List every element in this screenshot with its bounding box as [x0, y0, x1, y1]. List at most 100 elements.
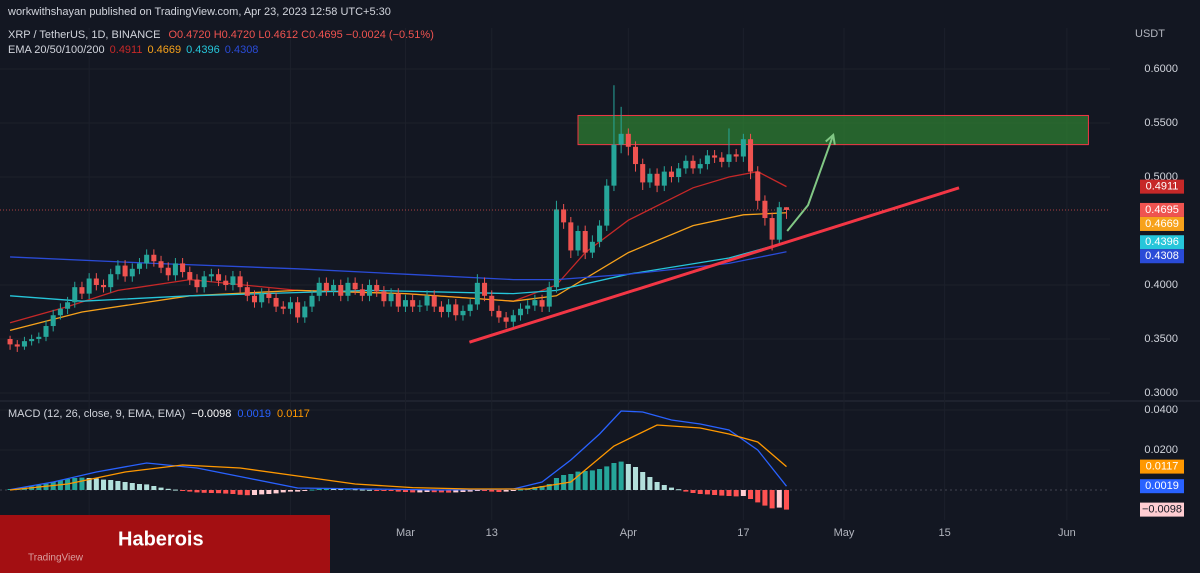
- candle-body: [14, 344, 20, 347]
- candle-body: [539, 300, 545, 307]
- macd-histogram-bar: [352, 489, 358, 491]
- candle-body: [359, 289, 365, 296]
- macd-histogram-bar: [345, 488, 351, 490]
- candle-body: [79, 287, 85, 294]
- candle-body: [726, 154, 732, 162]
- symbol: XRP / TetherUS, 1D, BINANCE: [8, 29, 160, 41]
- candle-body: [532, 300, 538, 306]
- macd-histogram-bar: [697, 490, 703, 494]
- price-label: 0.4308: [1145, 250, 1179, 262]
- x-tick-label: May: [834, 527, 855, 539]
- macd-histogram-bar: [79, 477, 85, 490]
- candle-body: [604, 185, 610, 226]
- macd-histogram-bar: [187, 490, 193, 492]
- candle-body: [172, 263, 178, 276]
- macd-histogram-bar: [647, 477, 653, 490]
- ema-value: 0.4308: [225, 44, 259, 56]
- y-tick-label: 0.5500: [1144, 117, 1178, 129]
- candle-body: [769, 218, 775, 240]
- candle-body: [72, 287, 78, 303]
- logo: TradingView: [28, 553, 84, 564]
- macd-title: MACD (12, 26, close, 9, EMA, EMA): [8, 408, 185, 420]
- candle-body: [86, 278, 92, 294]
- macd-line: [9, 424, 787, 491]
- macd-histogram-bar: [690, 490, 696, 493]
- candle-body: [431, 295, 437, 307]
- macd-histogram-bar: [604, 466, 610, 490]
- macd-histogram-bar: [719, 490, 725, 496]
- macd-histogram-bar: [625, 464, 631, 490]
- macd-histogram-bar: [769, 490, 775, 509]
- macd-histogram-bar: [374, 490, 380, 491]
- candle-body: [381, 291, 387, 302]
- candle-body: [446, 304, 452, 312]
- y-tick-label: 0.0200: [1144, 444, 1178, 456]
- candle-body: [568, 222, 574, 251]
- macd-histogram-bar: [676, 489, 682, 491]
- macd-histogram-bar: [266, 490, 272, 494]
- macd-histogram-bar: [654, 482, 660, 490]
- candle-body: [575, 231, 581, 251]
- macd-histogram-bar: [618, 461, 624, 490]
- candle-body: [50, 315, 56, 327]
- candle-body: [582, 231, 588, 253]
- candle-body: [194, 279, 200, 288]
- candle-body: [597, 225, 603, 242]
- price-label: 0.4669: [1145, 218, 1179, 230]
- candle-body: [165, 267, 171, 276]
- macd-histogram-bar: [172, 489, 178, 491]
- macd-histogram-bar: [331, 488, 337, 490]
- macd-histogram-bar: [295, 490, 301, 492]
- macd-histogram-bar: [316, 488, 322, 490]
- macd-histogram-bar: [151, 486, 157, 490]
- macd-histogram-bar: [323, 488, 329, 490]
- price-label-box: [1140, 459, 1184, 474]
- x-tick-label: 13: [486, 527, 498, 539]
- candle-body: [65, 302, 71, 309]
- candle-body: [719, 157, 725, 162]
- candle-body: [496, 310, 502, 318]
- x-tick-label: 17: [737, 527, 749, 539]
- candle-body: [783, 207, 790, 210]
- candle-body: [158, 261, 164, 268]
- candle-body: [503, 317, 509, 322]
- candle-body: [266, 293, 272, 298]
- macd-histogram-bar: [561, 475, 567, 490]
- candle-body: [122, 265, 128, 277]
- macd-histogram-bar: [402, 490, 408, 492]
- x-tick-label: Mar: [396, 527, 415, 539]
- candle-body: [510, 315, 516, 322]
- candle-body: [36, 336, 42, 339]
- candle-body: [553, 209, 559, 288]
- candle-body: [748, 139, 754, 172]
- candle-body: [136, 263, 142, 269]
- macd-histogram-bar: [208, 490, 214, 493]
- macd-histogram-bar: [460, 490, 466, 492]
- candle-body: [704, 155, 710, 165]
- macd-histogram-bar: [216, 490, 222, 494]
- price-label: 0.4695: [1145, 204, 1179, 216]
- macd-legend: MACD (12, 26, close, 9, EMA, EMA) −0.0098…: [8, 408, 310, 420]
- macd-histogram-bar: [740, 490, 746, 496]
- candle-body: [755, 171, 761, 201]
- candle-body: [611, 144, 617, 186]
- candle-body: [697, 164, 703, 169]
- macd-histogram-bar: [783, 490, 790, 510]
- macd-histogram-bar: [101, 479, 107, 490]
- macd-histogram-bar: [517, 489, 524, 491]
- candle-body: [525, 305, 531, 309]
- candle-body: [762, 200, 768, 219]
- macd-histogram-bar: [259, 490, 265, 495]
- watermark: Haberois: [118, 528, 204, 550]
- candle-body: [223, 280, 229, 285]
- price-label-box: [1140, 235, 1184, 250]
- macd-histogram-bar: [726, 490, 732, 496]
- publish-header: workwithshayan published on TradingView.…: [7, 6, 391, 18]
- candle-body: [108, 274, 114, 288]
- candle-body: [302, 306, 308, 318]
- candle-body: [251, 295, 258, 303]
- candle-body: [295, 302, 301, 318]
- candle-body: [640, 164, 646, 183]
- candle-body: [489, 295, 495, 311]
- macd-histogram-bar: [367, 489, 373, 491]
